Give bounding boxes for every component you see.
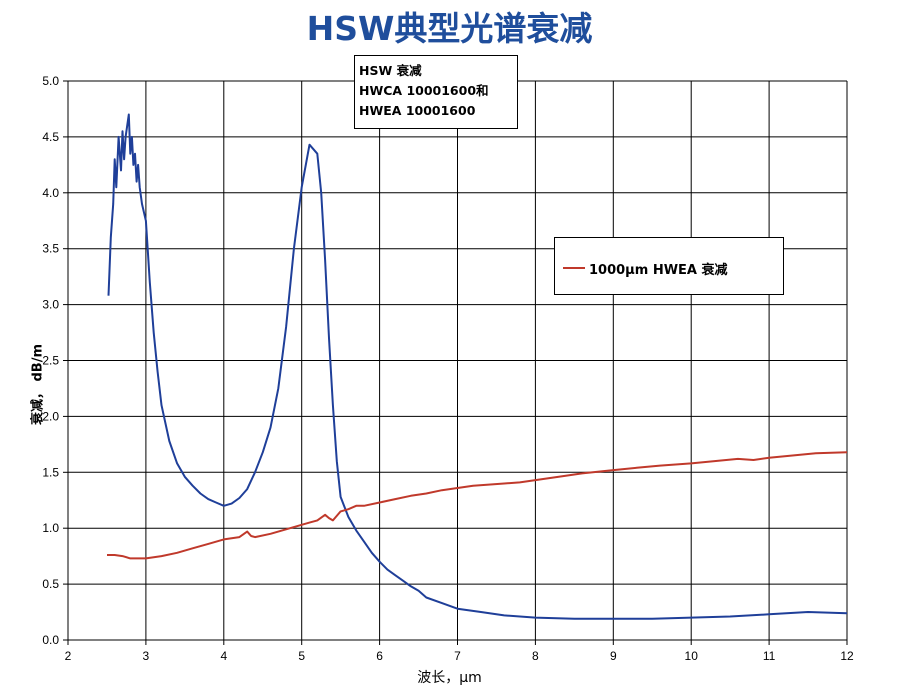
y-tick-label: 3.5 <box>42 242 59 256</box>
y-tick-label: 0.5 <box>42 577 59 591</box>
y-tick-label: 0.0 <box>42 633 59 647</box>
y-tick-label: 5.0 <box>42 74 59 88</box>
annotation-line-2: HWCA 10001600和 <box>359 83 489 98</box>
x-tick-label: 2 <box>65 649 72 663</box>
chart-title: HSW典型光谱衰减 <box>306 9 593 48</box>
x-tick-label: 6 <box>376 649 383 663</box>
x-tick-label: 7 <box>454 649 461 663</box>
x-tick-label: 9 <box>610 649 617 663</box>
x-tick-label: 8 <box>532 649 539 663</box>
series-line-hsw-attenuation <box>107 113 848 620</box>
y-tick-label: 1.0 <box>42 521 59 535</box>
x-tick-label: 4 <box>220 649 227 663</box>
y-tick-label: 3.0 <box>42 298 59 312</box>
x-tick-label: 5 <box>298 649 305 663</box>
legend-label: 1000μm HWEA 衰减 <box>589 263 728 278</box>
y-tick-label: 4.5 <box>42 130 59 144</box>
series-line-hwea-attenuation <box>107 451 848 560</box>
x-axis-label: 波长，μm <box>417 670 482 686</box>
annotation-line-3: HWEA 10001600 <box>359 103 476 118</box>
legend-swatch <box>563 267 585 269</box>
x-tick-label: 11 <box>763 649 776 663</box>
y-tick-label: 2.0 <box>42 409 59 423</box>
y-tick-label: 4.0 <box>42 186 59 200</box>
y-tick-label: 1.5 <box>42 465 59 479</box>
x-tick-label: 3 <box>143 649 150 663</box>
annotation-box: HSW 衰减 HWCA 10001600和 HWEA 10001600 <box>354 55 518 129</box>
y-tick-label: 2.5 <box>42 354 59 368</box>
legend: 1000μm HWEA 衰减 <box>554 237 784 295</box>
annotation-line-1: HSW 衰减 <box>359 63 422 78</box>
x-tick-label: 10 <box>685 649 699 663</box>
x-tick-label: 12 <box>840 649 854 663</box>
